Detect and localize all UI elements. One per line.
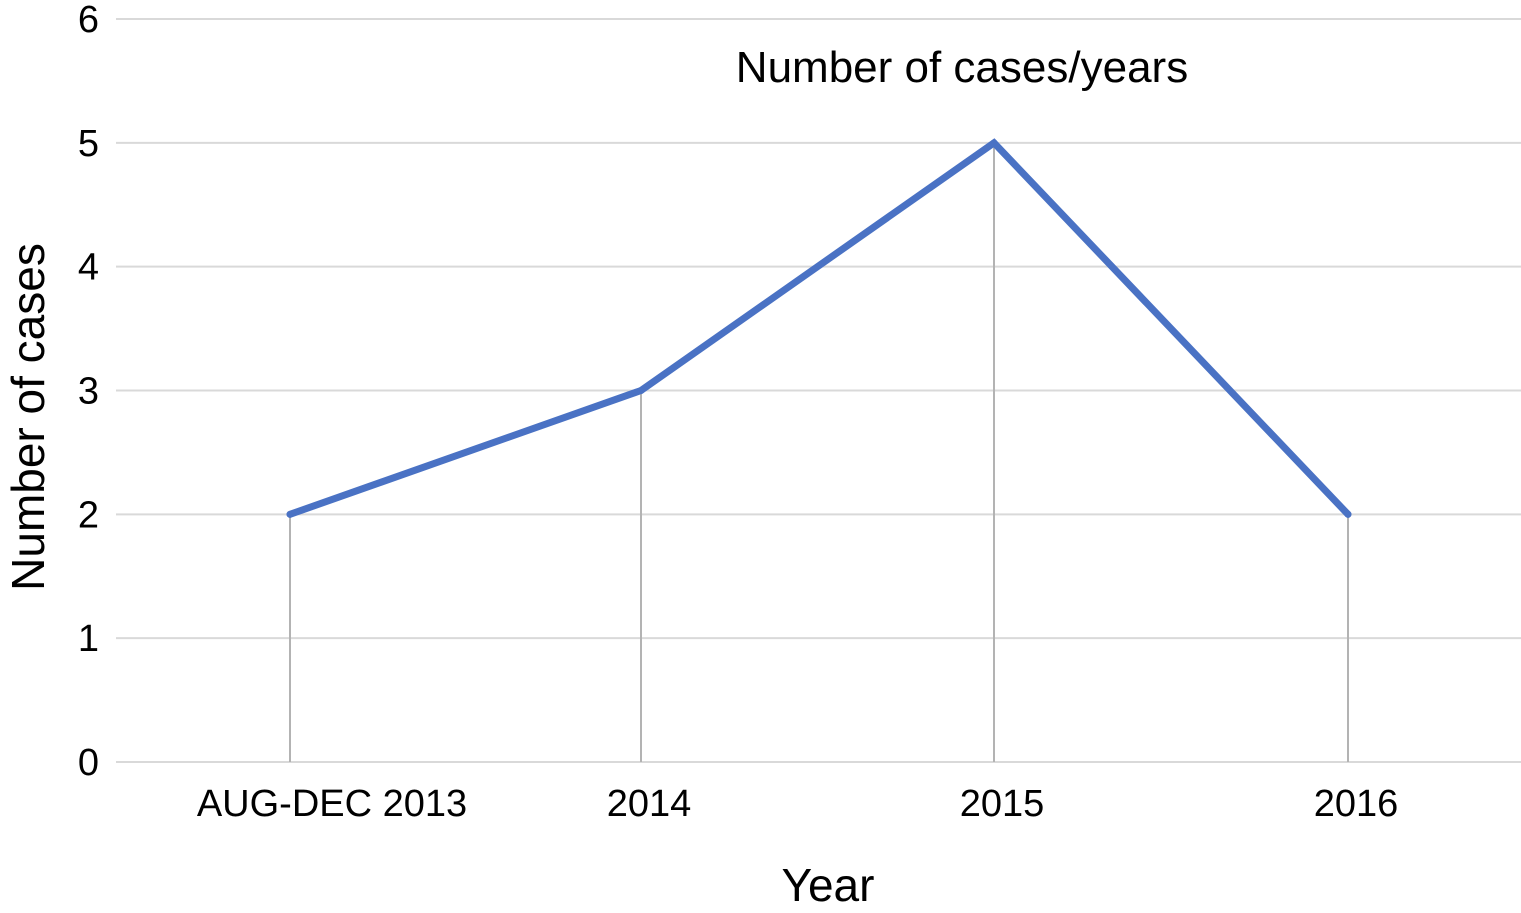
- y-tick-label: 6: [78, 0, 99, 41]
- data-point: [637, 387, 645, 394]
- data-point: [286, 510, 294, 518]
- y-tick-label: 5: [78, 123, 99, 165]
- x-tick-label: 2015: [960, 783, 1045, 825]
- y-tick-label: 2: [78, 494, 99, 536]
- x-tick-label: AUG-DEC 2013: [197, 783, 467, 825]
- x-tick-labels: AUG-DEC 2013 2014 2015 2016: [197, 783, 1398, 825]
- y-tick-labels: 0 1 2 3 4 5 6: [78, 0, 99, 784]
- y-tick-label: 1: [78, 618, 99, 660]
- series-layer: [286, 138, 1352, 518]
- y-tick-label: 4: [78, 247, 99, 289]
- series-line: [286, 138, 1352, 518]
- gridlines: [116, 18, 1521, 763]
- x-tick-label: 2014: [607, 783, 692, 825]
- y-axis-title: Number of cases: [2, 243, 54, 591]
- drop-lines: [289, 142, 1349, 762]
- chart-title: Number of cases/years: [736, 43, 1188, 92]
- y-tick-label: 3: [78, 371, 99, 413]
- data-point: [990, 139, 998, 147]
- data-point: [1344, 510, 1352, 518]
- y-tick-label: 0: [78, 742, 99, 784]
- x-tick-label: 2016: [1314, 783, 1399, 825]
- x-axis-title: Year: [782, 859, 875, 911]
